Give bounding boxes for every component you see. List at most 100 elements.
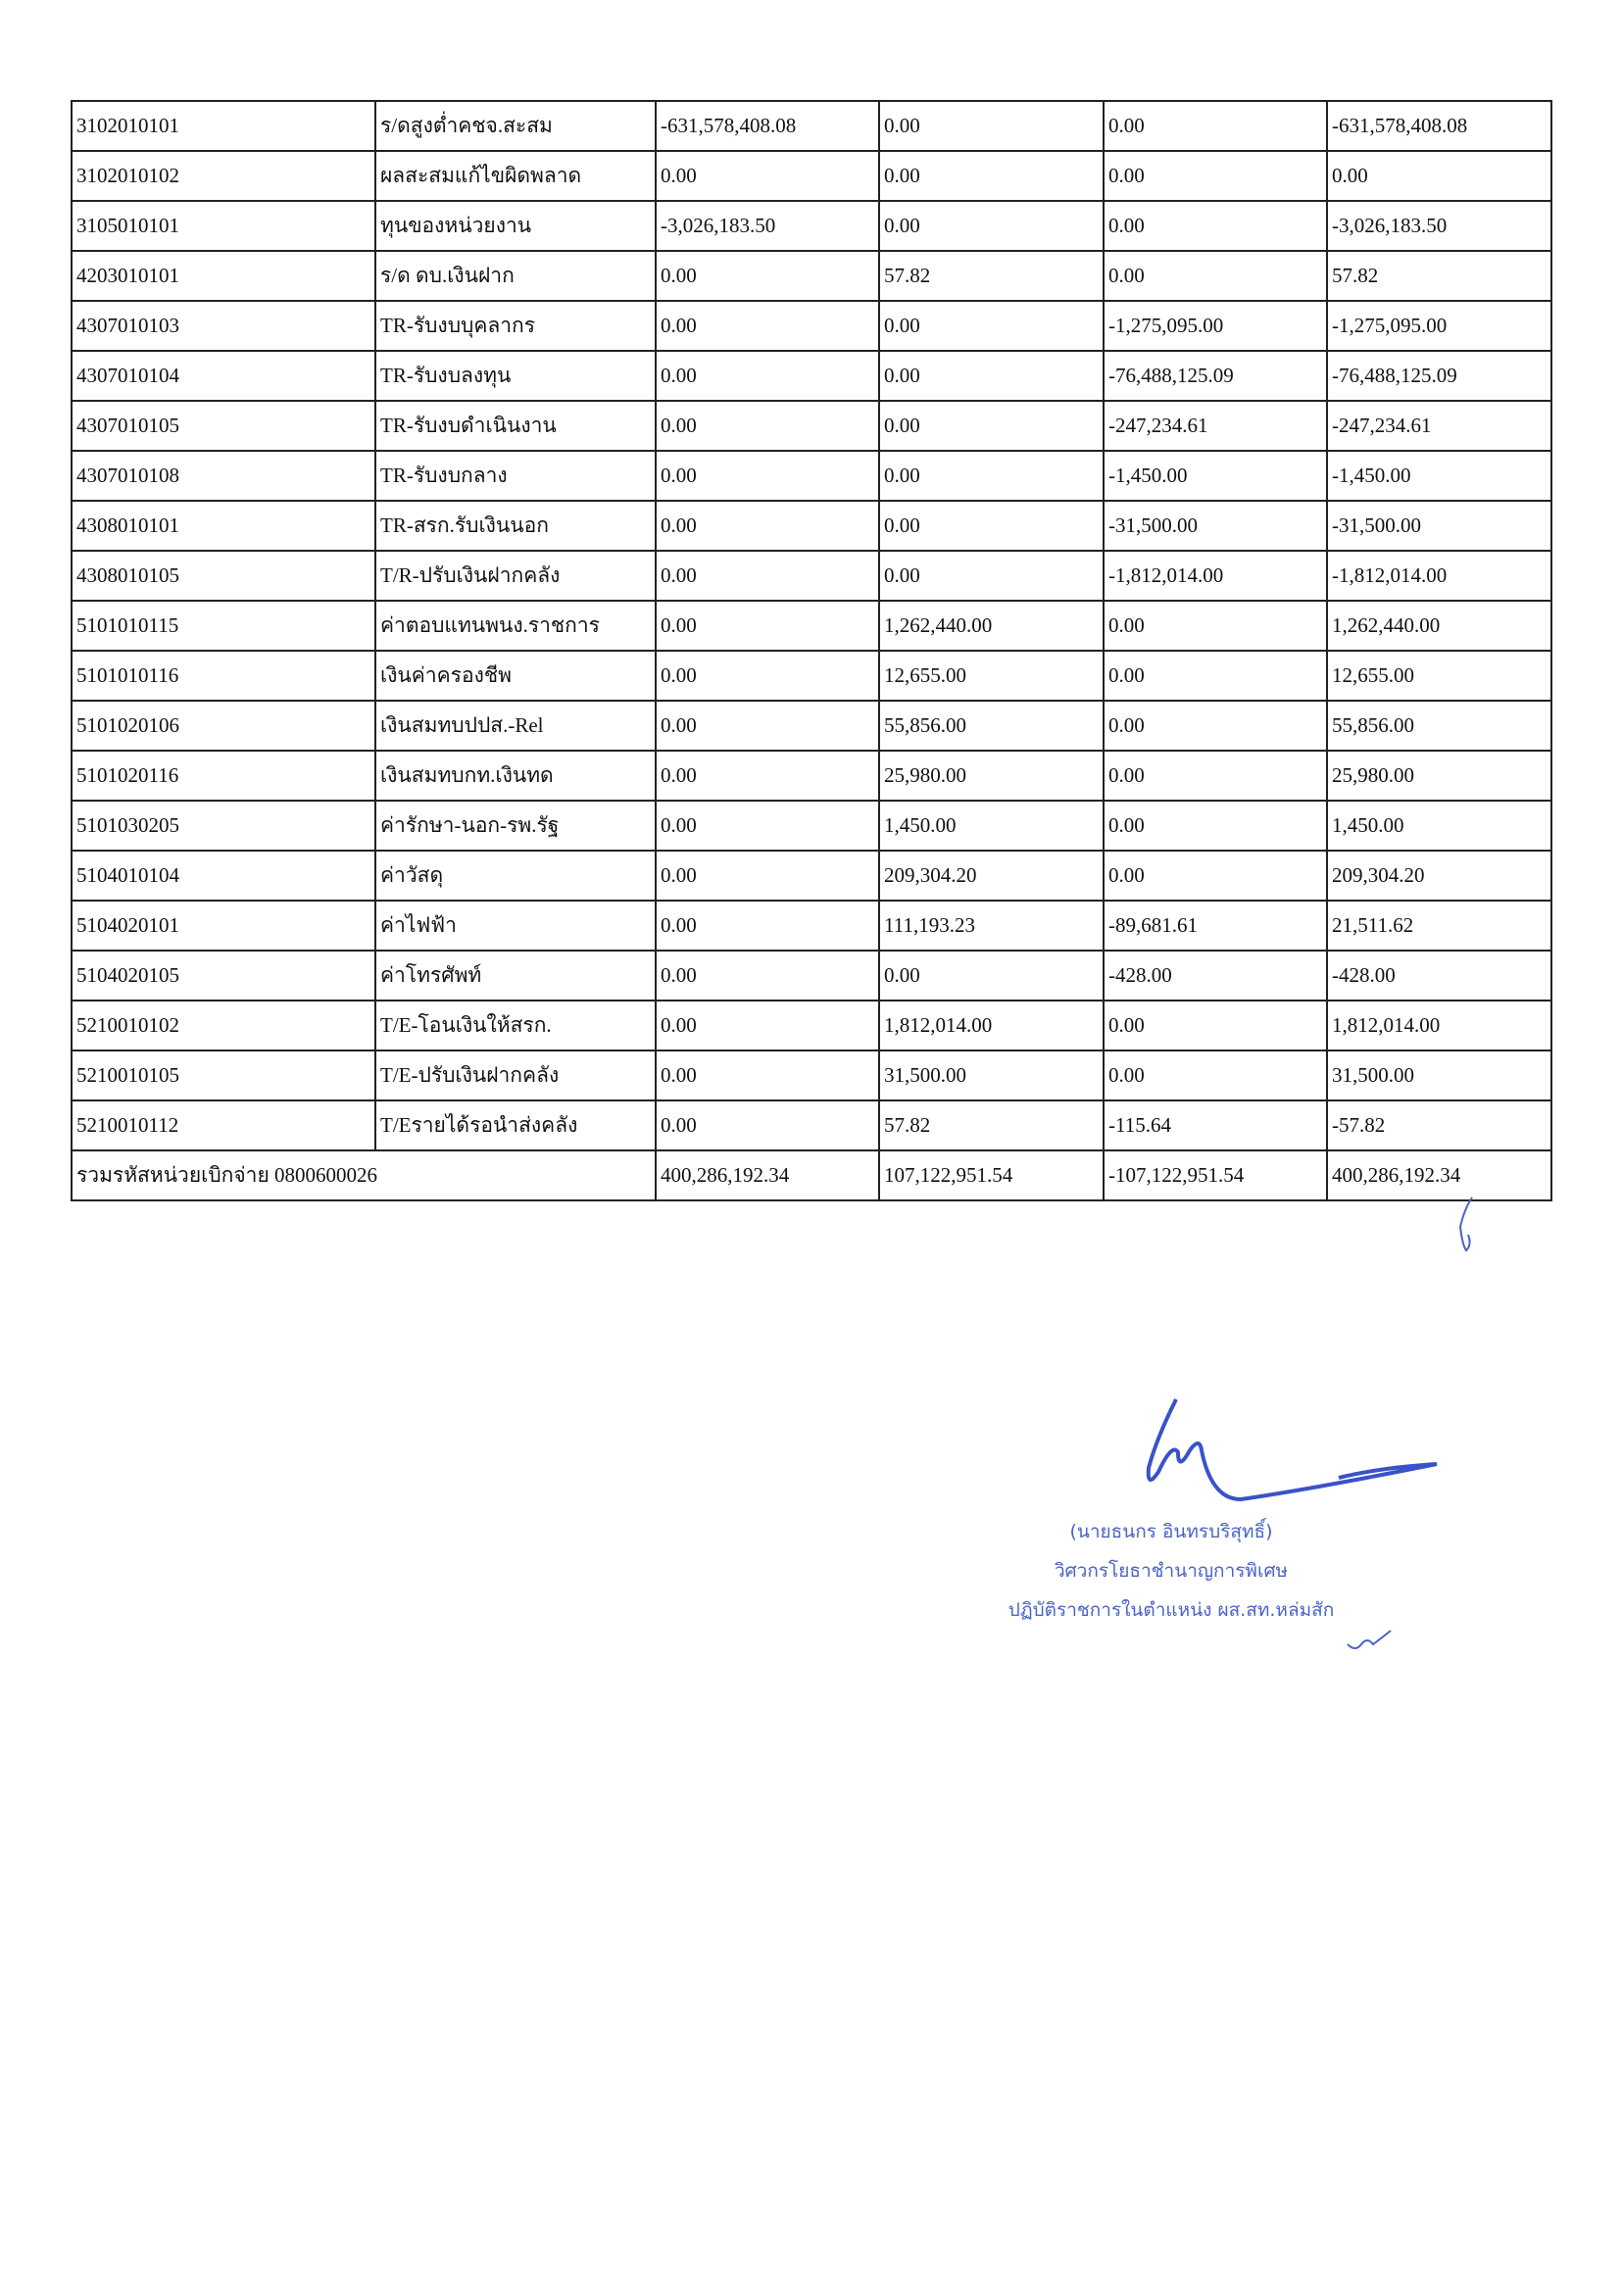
amount: 0.00 — [655, 550, 880, 602]
account-code: 5210010102 — [71, 1000, 376, 1051]
amount: 0.00 — [1103, 650, 1328, 702]
amount: 0.00 — [655, 350, 880, 402]
signatory-acting: ปฏิบัติราชการในตำแหน่ง ผส.สท.หล่มสัก — [1008, 1599, 1335, 1621]
account-name: TR-สรก.รับเงินนอก — [374, 500, 657, 552]
amount: 25,980.00 — [878, 750, 1105, 802]
amount: 209,304.20 — [878, 850, 1105, 902]
amount: 0.00 — [655, 1000, 880, 1051]
amount: -1,812,014.00 — [1326, 550, 1552, 602]
account-code: 5104020105 — [71, 950, 376, 1001]
amount: 0.00 — [655, 650, 880, 702]
total-amount: 400,286,192.34 — [655, 1149, 880, 1201]
amount: 0.00 — [655, 150, 880, 202]
amount: 0.00 — [1103, 750, 1328, 802]
ledger-row: 5104010104 ค่าวัสดุ 0.00 209,304.20 0.00 209,… — [71, 850, 1552, 902]
account-name: เงินสมทบกท.เงินทด — [374, 750, 657, 802]
amount: 12,655.00 — [1326, 650, 1552, 702]
account-code: 5101020106 — [71, 700, 376, 752]
account-code: 5101030205 — [71, 800, 376, 852]
amount: 1,450.00 — [1326, 800, 1552, 852]
ledger-row: 5101020106 เงินสมทบปปส.-Rel 0.00 55,856.00 0… — [71, 700, 1552, 752]
account-code: 5210010112 — [71, 1099, 376, 1151]
amount: 0.00 — [878, 350, 1105, 402]
account-code: 4307010105 — [71, 400, 376, 452]
amount: 0.00 — [878, 100, 1105, 152]
amount: 0.00 — [655, 300, 880, 352]
account-code: 4307010108 — [71, 450, 376, 502]
amount: -76,488,125.09 — [1326, 350, 1552, 402]
account-name: เงินค่าครองชีพ — [374, 650, 657, 702]
amount: 0.00 — [1103, 250, 1328, 302]
amount: -76,488,125.09 — [1103, 350, 1328, 402]
amount: 0.00 — [878, 950, 1105, 1001]
account-code: 4308010101 — [71, 500, 376, 552]
amount: 0.00 — [655, 1099, 880, 1151]
amount: 0.00 — [1103, 100, 1328, 152]
amount: -247,234.61 — [1103, 400, 1328, 452]
amount: -1,275,095.00 — [1326, 300, 1552, 352]
account-name: ร/ด ดบ.เงินฝาก — [374, 250, 657, 302]
account-name: T/E-ปรับเงินฝากคลัง — [374, 1050, 657, 1101]
account-code: 5101020116 — [71, 750, 376, 802]
account-code: 4307010103 — [71, 300, 376, 352]
amount: -247,234.61 — [1326, 400, 1552, 452]
amount: 57.82 — [878, 250, 1105, 302]
amount: 25,980.00 — [1326, 750, 1552, 802]
amount: 0.00 — [1103, 850, 1328, 902]
ledger-row: 5101010115 ค่าตอบแทนพนง.ราชการ 0.00 1,262,4… — [71, 600, 1552, 652]
account-code: 3105010101 — [71, 200, 376, 252]
amount: 31,500.00 — [1326, 1050, 1552, 1101]
amount: 12,655.00 — [878, 650, 1105, 702]
amount: -1,450.00 — [1103, 450, 1328, 502]
account-name: T/E-โอนเงินให้สรก. — [374, 1000, 657, 1051]
account-name: ผลสะสมแก้ไขผิดพลาด — [374, 150, 657, 202]
amount: 21,511.62 — [1326, 900, 1552, 952]
ledger-row: 3102010101 ร/ดสูงต่ำคชจ.สะสม -631,578,408.… — [71, 100, 1552, 152]
total-amount: 107,122,951.54 — [878, 1149, 1105, 1201]
account-name: T/Eรายได้รอนำส่งคลัง — [374, 1099, 657, 1151]
amount: 0.00 — [878, 400, 1105, 452]
amount: 0.00 — [655, 250, 880, 302]
amount: 31,500.00 — [878, 1050, 1105, 1101]
ledger-row: 4307010104 TR-รับงบลงทุน 0.00 0.00 -76,488,1… — [71, 350, 1552, 402]
account-code: 5101010115 — [71, 600, 376, 652]
amount: -57.82 — [1326, 1099, 1552, 1151]
amount: -115.64 — [1103, 1099, 1328, 1151]
ledger-row: 5101010116 เงินค่าครองชีพ 0.00 12,655.00 0.0… — [71, 650, 1552, 702]
total-amount: -107,122,951.54 — [1103, 1149, 1328, 1201]
amount: -631,578,408.08 — [1326, 100, 1552, 152]
amount: -1,275,095.00 — [1103, 300, 1328, 352]
ledger-body: 3102010101 ร/ดสูงต่ำคชจ.สะสม -631,578,408.… — [71, 100, 1552, 1201]
amount: 0.00 — [878, 450, 1105, 502]
amount: 0.00 — [1103, 1050, 1328, 1101]
account-code: 5101010116 — [71, 650, 376, 702]
amount: 0.00 — [655, 950, 880, 1001]
account-code: 3102010102 — [71, 150, 376, 202]
account-name: TR-รับงบบุคลากร — [374, 300, 657, 352]
amount: 0.00 — [1103, 800, 1328, 852]
amount: 0.00 — [878, 550, 1105, 602]
amount: 0.00 — [878, 500, 1105, 552]
account-code: 4203010101 — [71, 250, 376, 302]
account-code: 5210010105 — [71, 1050, 376, 1101]
amount: -1,812,014.00 — [1103, 550, 1328, 602]
amount: 1,262,440.00 — [1326, 600, 1552, 652]
amount: 1,812,014.00 — [1326, 1000, 1552, 1051]
total-label: รวมรหัสหน่วยเบิกจ่าย 0800600026 — [71, 1149, 657, 1201]
amount: 111,193.23 — [878, 900, 1105, 952]
amount: -31,500.00 — [1326, 500, 1552, 552]
amount: 1,262,440.00 — [878, 600, 1105, 652]
amount: 55,856.00 — [1326, 700, 1552, 752]
account-name: ทุนของหน่วยงาน — [374, 200, 657, 252]
total-amount: 400,286,192.34 — [1326, 1149, 1552, 1201]
account-name: ค่าไฟฟ้า — [374, 900, 657, 952]
amount: -428.00 — [1103, 950, 1328, 1001]
amount: 0.00 — [1103, 700, 1328, 752]
ledger-row: 4203010101 ร/ด ดบ.เงินฝาก 0.00 57.82 0.00 57.… — [71, 250, 1552, 302]
amount: -31,500.00 — [1103, 500, 1328, 552]
account-name: ค่ารักษา-นอก-รพ.รัฐ — [374, 800, 657, 852]
ledger-row: 5104020105 ค่าโทรศัพท์ 0.00 0.00 -428.00 -428… — [71, 950, 1552, 1001]
amount: 0.00 — [1103, 600, 1328, 652]
ledger-row: 5210010102 T/E-โอนเงินให้สรก. 0.00 1,812,01… — [71, 1000, 1552, 1051]
ledger-row: 5210010112 T/Eรายได้รอนำส่งคลัง 0.00 57.82-… — [71, 1099, 1552, 1151]
